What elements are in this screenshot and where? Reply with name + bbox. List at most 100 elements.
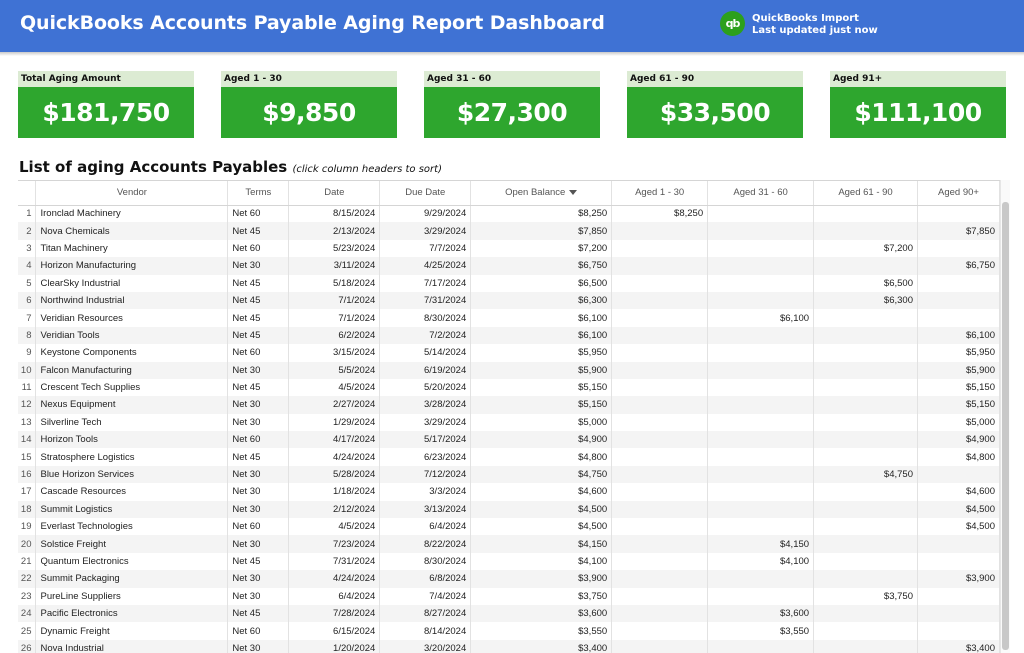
column-header-aged-90-plus[interactable]: Aged 90+: [917, 181, 1000, 206]
scrollbar-thumb[interactable]: [1002, 202, 1009, 650]
aged-31-60-cell: $4,150: [707, 535, 815, 553]
table-row: 3 Titan Machinery Net 60 5/23/2024 7/7/2024 $…: [18, 239, 1000, 258]
kpi-label: Total Aging Amount: [18, 71, 194, 87]
aged-1-30-cell: [611, 483, 709, 501]
aged-1-30-cell: [611, 396, 709, 414]
column-header-open-balance[interactable]: Open Balance: [470, 181, 613, 206]
row-number: 14: [18, 431, 37, 449]
aged-1-30-cell: [611, 570, 709, 588]
kpi-value: $9,850: [221, 87, 397, 138]
vendor-cell: Pacific Electronics: [35, 604, 229, 623]
aged-1-30-cell: [611, 309, 709, 327]
open-balance-cell: $5,950: [470, 344, 613, 362]
due-date-cell: 5/17/2024: [379, 431, 472, 449]
column-header-vendor[interactable]: Vendor: [35, 181, 229, 206]
last-updated-label: Last updated just now: [752, 25, 878, 36]
aged-1-30-cell: $8,250: [611, 205, 709, 223]
column-header-aged-61-90[interactable]: Aged 61 - 90: [813, 181, 918, 206]
aged-1-30-cell: [611, 274, 709, 292]
aged-31-60-cell: [707, 344, 815, 362]
due-date-cell: 7/2/2024: [379, 326, 472, 345]
header-shadow: [0, 52, 1024, 56]
table-row: 22 Summit Packaging Net 30 4/24/2024 6/8/202…: [18, 570, 1000, 588]
open-balance-cell: $5,150: [470, 378, 613, 397]
kpi-aged-61-90: Aged 61 - 90 $33,500: [627, 71, 803, 138]
aged-61-90-cell: [813, 622, 918, 640]
row-number: 25: [18, 622, 37, 640]
table-row: 17 Cascade Resources Net 30 1/18/2024 3/3/20…: [18, 483, 1000, 501]
aged-1-30-cell: [611, 448, 709, 466]
date-cell: 7/1/2024: [288, 291, 381, 310]
kpi-aged-31-60: Aged 31 - 60 $27,300: [424, 71, 600, 138]
aged-61-90-cell: $7,200: [813, 239, 918, 258]
terms-cell: Net 45: [227, 222, 290, 240]
aged-31-60-cell: [707, 378, 815, 397]
date-cell: 5/28/2024: [288, 465, 381, 484]
column-header-label: Open Balance: [505, 187, 566, 199]
date-cell: 6/4/2024: [288, 587, 381, 605]
aged-31-60-cell: [707, 257, 815, 275]
date-cell: 4/5/2024: [288, 378, 381, 397]
open-balance-cell: $3,750: [470, 587, 613, 605]
aged-90-plus-cell: $6,750: [917, 257, 1000, 275]
table-row: 4 Horizon Manufacturing Net 30 3/11/2024 4/2…: [18, 257, 1000, 275]
vendor-cell: Dynamic Freight: [35, 622, 229, 640]
aged-31-60-cell: [707, 465, 815, 484]
date-cell: 8/15/2024: [288, 205, 381, 223]
table-row: 20 Solstice Freight Net 30 7/23/2024 8/22/20…: [18, 535, 1000, 553]
terms-cell: Net 30: [227, 587, 290, 605]
aged-1-30-cell: [611, 639, 709, 653]
row-number: 10: [18, 361, 37, 379]
aged-90-plus-cell: [917, 535, 1000, 553]
vendor-cell: Silverline Tech: [35, 413, 229, 432]
row-number: 4: [18, 257, 37, 275]
row-number: 3: [18, 239, 37, 258]
column-header-terms[interactable]: Terms: [227, 181, 290, 206]
column-header-date[interactable]: Date: [288, 181, 381, 206]
date-cell: 1/20/2024: [288, 639, 381, 653]
vendor-cell: Stratosphere Logistics: [35, 448, 229, 466]
column-header-due-date[interactable]: Due Date: [379, 181, 472, 206]
due-date-cell: 3/20/2024: [379, 639, 472, 653]
aged-90-plus-cell: $4,500: [917, 518, 1000, 536]
aged-61-90-cell: [813, 500, 918, 519]
column-header-aged-1-30[interactable]: Aged 1 - 30: [611, 181, 709, 206]
open-balance-cell: $5,000: [470, 413, 613, 432]
row-number: 7: [18, 309, 37, 327]
terms-cell: Net 30: [227, 500, 290, 519]
vendor-cell: Ironclad Machinery: [35, 205, 229, 223]
column-header-aged-31-60[interactable]: Aged 31 - 60: [707, 181, 815, 206]
vendor-cell: Quantum Electronics: [35, 552, 229, 571]
aged-90-plus-cell: [917, 604, 1000, 623]
kpi-value: $111,100: [830, 87, 1006, 138]
due-date-cell: 4/25/2024: [379, 257, 472, 275]
table-row: 11 Crescent Tech Supplies Net 45 4/5/2024 5/…: [18, 378, 1000, 397]
aged-90-plus-cell: $4,900: [917, 431, 1000, 449]
due-date-cell: 7/12/2024: [379, 465, 472, 484]
row-number: 18: [18, 500, 37, 519]
aged-1-30-cell: [611, 604, 709, 623]
aged-90-plus-cell: $7,850: [917, 222, 1000, 240]
table-row: 2 Nova Chemicals Net 45 2/13/2024 3/29/2024 $…: [18, 222, 1000, 240]
row-number: 17: [18, 483, 37, 501]
vendor-cell: Solstice Freight: [35, 535, 229, 553]
vendor-cell: Veridian Tools: [35, 326, 229, 345]
terms-cell: Net 60: [227, 622, 290, 640]
vendor-cell: Horizon Tools: [35, 431, 229, 449]
aged-31-60-cell: [707, 639, 815, 653]
kpi-aged-1-30: Aged 1 - 30 $9,850: [221, 71, 397, 138]
due-date-cell: 7/7/2024: [379, 239, 472, 258]
table-row: 6 Northwind Industrial Net 45 7/1/2024 7/31/…: [18, 291, 1000, 310]
aged-1-30-cell: [611, 431, 709, 449]
aged-61-90-cell: [813, 396, 918, 414]
due-date-cell: 3/13/2024: [379, 500, 472, 519]
aged-1-30-cell: [611, 552, 709, 571]
aged-61-90-cell: [813, 361, 918, 379]
aged-1-30-cell: [611, 291, 709, 310]
kpi-total-aging: Total Aging Amount $181,750: [18, 71, 194, 138]
aged-1-30-cell: [611, 222, 709, 240]
aged-61-90-cell: [813, 413, 918, 432]
header-bar: QuickBooks Accounts Payable Aging Report…: [0, 0, 1024, 52]
date-cell: 7/23/2024: [288, 535, 381, 553]
table-scrollbar[interactable]: [1000, 180, 1010, 653]
